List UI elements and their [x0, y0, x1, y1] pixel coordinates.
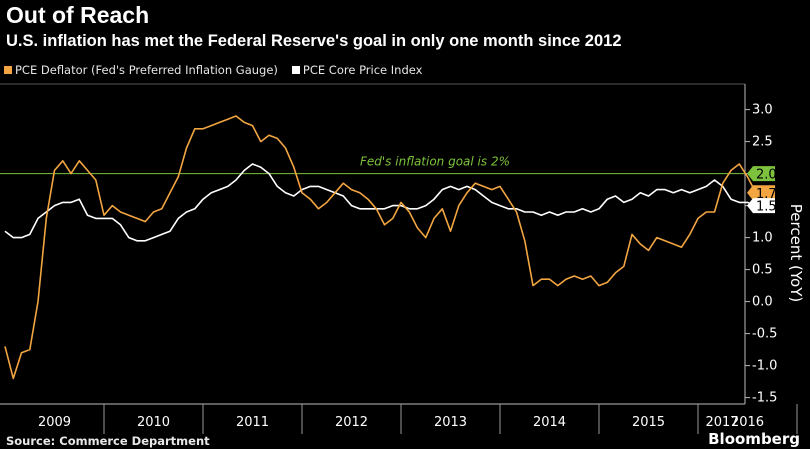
legend-swatch-core — [291, 66, 300, 74]
y-tick-label: 0.5 — [752, 263, 773, 278]
end-label-pce-tag — [747, 185, 775, 201]
year-label: 2011 — [236, 415, 269, 430]
year-label: 2010 — [137, 415, 170, 430]
chart-legend: PCE Deflator (Fed's Preferred Inflation … — [4, 63, 422, 77]
end-labels: 2.0 1.71.5 — [747, 166, 777, 215]
end-label-core-tag — [747, 198, 775, 214]
y-tick-label: -1.5 — [752, 391, 777, 406]
y-tick-label: -0.5 — [752, 327, 777, 342]
end-label-pce: 1.7 — [756, 187, 777, 202]
end-label-goal: 2.0 — [756, 168, 777, 183]
source-note: Source: Commerce Department — [6, 434, 210, 448]
y-tick-label: 2.5 — [752, 135, 773, 150]
y-tick-label: 0.0 — [752, 295, 773, 310]
legend-item-pce: PCE Deflator (Fed's Preferred Inflation … — [4, 63, 278, 77]
year-label: 2017 — [705, 415, 738, 430]
bloomberg-logo: Bloomberg — [708, 430, 800, 448]
series-line-core — [4, 163, 757, 242]
series-lines — [4, 115, 757, 380]
chart-subtitle: U.S. inflation has met the Federal Reser… — [6, 32, 622, 50]
legend-label-core: PCE Core Price Index — [302, 63, 423, 77]
legend-swatch-pce — [4, 66, 12, 74]
year-label: 2013 — [434, 415, 467, 430]
y-tick-label: 1.0 — [752, 231, 773, 246]
y-tick-label: -1.0 — [752, 359, 777, 374]
end-label-core: 1.5 — [756, 200, 777, 215]
y-axis-label: Percent (YoY) — [787, 204, 805, 302]
legend-item-core: PCE Core Price Index — [291, 63, 423, 77]
legend-label-pce: PCE Deflator (Fed's Preferred Inflation … — [15, 63, 278, 77]
year-label: 2009 — [38, 415, 71, 430]
year-label: 2015 — [632, 415, 665, 430]
year-label: 2012 — [335, 415, 368, 430]
series-line-pce — [4, 115, 757, 380]
year-label: 2014 — [533, 415, 566, 430]
y-axis-ticks: 3.0 2.5 2.0 1.5 1.0 0.5 0.0 -0.5 -1.0 -1.5 — [745, 103, 777, 406]
end-label-goal-tag — [747, 166, 775, 182]
year-label: 2016 — [731, 415, 764, 430]
y-tick-label: 3.0 — [752, 103, 773, 118]
goal-annotation: Fed's inflation goal is 2% — [360, 155, 510, 169]
chart-title: Out of Reach — [6, 2, 150, 28]
